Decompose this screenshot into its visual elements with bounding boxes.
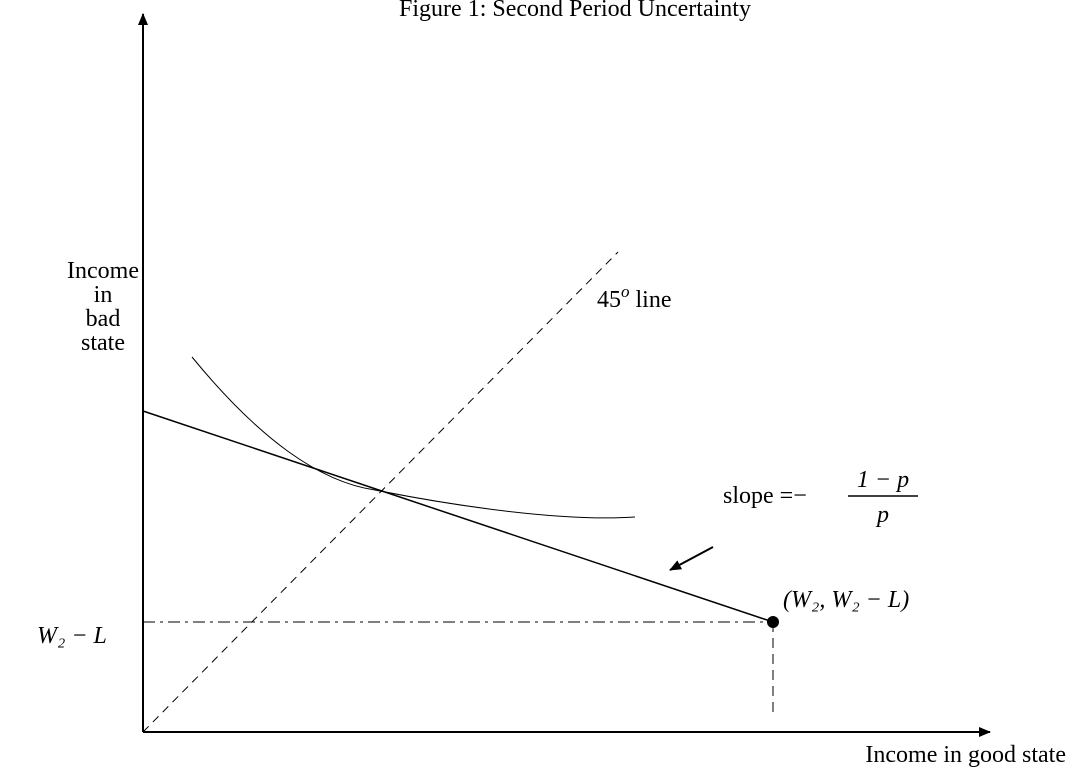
y-label-line: Income (67, 258, 139, 284)
slope-prefix: slope =− (723, 483, 807, 509)
line-45-number: 45 (597, 287, 621, 313)
slope-numerator: 1 − p (857, 467, 909, 493)
line-45-sup: o (621, 282, 630, 301)
line-45 (142, 251, 619, 733)
line-45-text: line (636, 287, 672, 313)
indifference-curve (191, 356, 636, 519)
y-label: Income in bad state (67, 258, 139, 356)
y-level-label: W₂ − L (37, 623, 107, 649)
endowment-label: (W₂, W₂ − L) (783, 587, 909, 613)
y-label-line: in (94, 282, 113, 308)
y-label-line: bad (86, 306, 121, 332)
line-45-label: 45o line (597, 282, 672, 313)
title: Figure 1: Second Period Uncertainty (399, 0, 751, 22)
budget-line (142, 410, 774, 623)
endowment-point (767, 616, 779, 628)
y-label-line: state (81, 330, 125, 356)
x-label: Income in good state (865, 742, 1066, 767)
slope-arrow (669, 546, 714, 571)
slope-denominator: p (875, 502, 889, 528)
